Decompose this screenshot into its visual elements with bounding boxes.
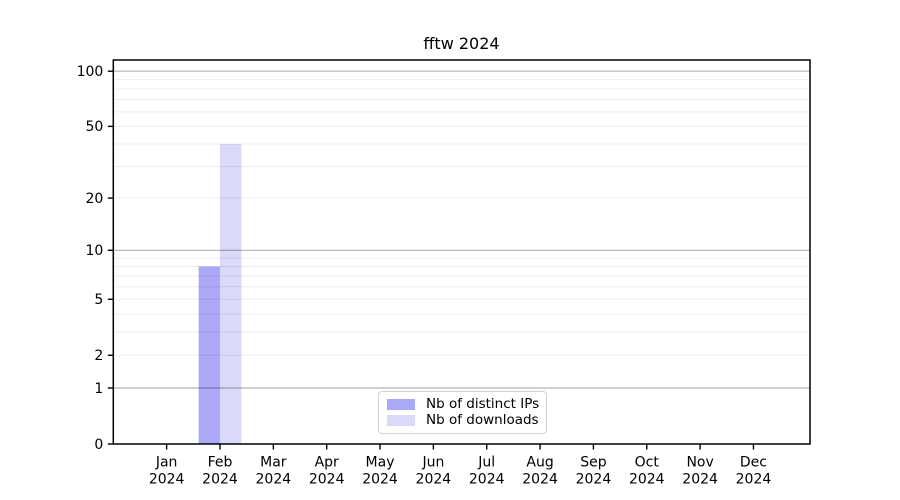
- x-tick-label-year: 2024: [629, 472, 665, 488]
- x-tick-label-month: Oct: [635, 455, 660, 471]
- legend-swatch-downloads: [387, 414, 415, 426]
- legend-swatch-distinct-ips: [387, 399, 415, 411]
- y-tick-label: 100: [77, 64, 104, 80]
- x-tick-label-month: Nov: [686, 455, 713, 471]
- y-tick-label: 10: [85, 243, 103, 259]
- x-tick-label-month: Jun: [421, 455, 444, 471]
- x-tick-label-year: 2024: [469, 472, 505, 488]
- y-tick-label: 2: [94, 348, 103, 364]
- y-tick-label: 50: [85, 119, 103, 135]
- y-tick-label: 5: [94, 292, 103, 308]
- x-tick-label-month: Apr: [315, 455, 339, 471]
- x-tick-label-year: 2024: [416, 472, 452, 488]
- legend-label-distinct-ips: Nb of distinct IPs: [426, 396, 540, 412]
- legend: Nb of distinct IPs Nb of downloads: [378, 391, 547, 434]
- x-tick-label-month: Jan: [155, 455, 178, 471]
- chart-title: fftw 2024: [423, 34, 500, 53]
- x-tick-label-year: 2024: [362, 472, 398, 488]
- y-tick-label: 20: [85, 191, 103, 207]
- x-tick-label-month: Aug: [526, 455, 553, 471]
- x-tick-label-year: 2024: [309, 472, 345, 488]
- x-tick-label-year: 2024: [522, 472, 558, 488]
- y-tick-label: 0: [94, 437, 103, 453]
- plot-border: [112, 59, 811, 445]
- legend-item-downloads: Nb of downloads: [387, 411, 539, 428]
- x-tick-label-month: Mar: [260, 455, 287, 471]
- x-tick-label-year: 2024: [736, 472, 772, 488]
- x-tick-label-year: 2024: [202, 472, 238, 488]
- y-tick-label: 1: [94, 381, 103, 397]
- bar-distinct-ips: [198, 266, 220, 444]
- x-tick-label-month: Dec: [740, 455, 767, 471]
- x-tick-label-year: 2024: [149, 472, 185, 488]
- x-tick-label-month: May: [366, 455, 395, 471]
- x-tick-label-month: Sep: [580, 455, 607, 471]
- legend-item-distinct-ips: Nb of distinct IPs: [387, 396, 540, 412]
- x-tick-label-year: 2024: [682, 472, 718, 488]
- x-tick-label-year: 2024: [256, 472, 292, 488]
- x-tick-label-month: Jul: [477, 455, 495, 471]
- legend-label-downloads: Nb of downloads: [426, 411, 539, 428]
- x-tick-label-year: 2024: [576, 472, 612, 488]
- x-tick-label-month: Feb: [208, 455, 233, 471]
- bar-downloads: [219, 144, 242, 445]
